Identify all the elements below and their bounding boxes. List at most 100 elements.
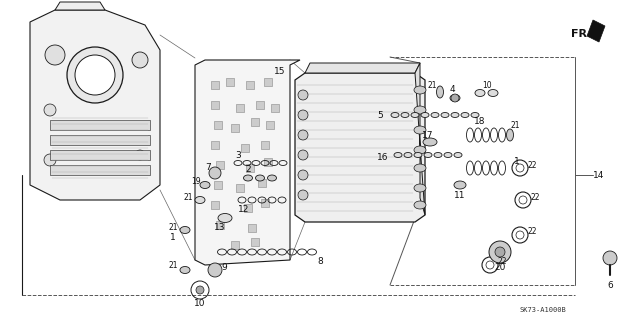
Ellipse shape bbox=[434, 152, 442, 158]
Text: FR.: FR. bbox=[571, 29, 591, 39]
Text: 2: 2 bbox=[245, 166, 251, 174]
Ellipse shape bbox=[414, 86, 426, 94]
Bar bbox=[241, 144, 249, 152]
Ellipse shape bbox=[268, 175, 276, 181]
Text: 5: 5 bbox=[377, 110, 383, 120]
Ellipse shape bbox=[195, 197, 205, 204]
Text: 14: 14 bbox=[593, 170, 605, 180]
Circle shape bbox=[298, 110, 308, 120]
Text: 22: 22 bbox=[531, 192, 540, 202]
Text: 7: 7 bbox=[205, 162, 211, 172]
Text: 16: 16 bbox=[377, 152, 388, 161]
Ellipse shape bbox=[488, 90, 498, 97]
Bar bbox=[266, 121, 274, 129]
Ellipse shape bbox=[411, 113, 419, 117]
Ellipse shape bbox=[471, 113, 479, 117]
Text: 21: 21 bbox=[183, 194, 193, 203]
Ellipse shape bbox=[255, 175, 264, 181]
Bar bbox=[50, 135, 150, 145]
Ellipse shape bbox=[444, 152, 452, 158]
Polygon shape bbox=[55, 2, 105, 10]
Ellipse shape bbox=[414, 184, 426, 192]
Text: 17: 17 bbox=[422, 130, 434, 139]
Text: 1: 1 bbox=[514, 158, 520, 167]
Text: 21: 21 bbox=[428, 80, 436, 90]
Text: 21: 21 bbox=[168, 222, 178, 232]
Circle shape bbox=[132, 52, 148, 68]
Bar bbox=[271, 104, 279, 112]
Circle shape bbox=[196, 286, 204, 294]
Text: 4: 4 bbox=[449, 85, 455, 94]
Ellipse shape bbox=[451, 113, 459, 117]
Bar bbox=[211, 141, 219, 149]
Ellipse shape bbox=[441, 113, 449, 117]
Circle shape bbox=[603, 251, 617, 265]
Circle shape bbox=[45, 45, 65, 65]
Bar bbox=[261, 141, 269, 149]
Ellipse shape bbox=[243, 175, 253, 181]
Text: 3: 3 bbox=[235, 151, 241, 160]
Text: 9: 9 bbox=[221, 263, 227, 272]
Circle shape bbox=[44, 104, 56, 116]
Text: 21: 21 bbox=[510, 121, 520, 130]
Bar bbox=[251, 238, 259, 246]
Bar bbox=[251, 118, 259, 126]
Circle shape bbox=[208, 263, 222, 277]
Polygon shape bbox=[30, 10, 160, 200]
Circle shape bbox=[298, 170, 308, 180]
Circle shape bbox=[495, 247, 505, 257]
Text: SK73-A1000B: SK73-A1000B bbox=[520, 307, 567, 313]
Text: 22: 22 bbox=[527, 160, 537, 169]
Bar bbox=[264, 78, 272, 86]
Ellipse shape bbox=[414, 106, 426, 114]
Ellipse shape bbox=[454, 181, 466, 189]
Text: 11: 11 bbox=[454, 190, 466, 199]
Ellipse shape bbox=[431, 113, 439, 117]
Text: 21: 21 bbox=[168, 261, 178, 270]
Bar bbox=[226, 78, 234, 86]
Text: 15: 15 bbox=[275, 68, 285, 77]
Ellipse shape bbox=[423, 138, 437, 146]
Text: 8: 8 bbox=[317, 257, 323, 266]
Text: 22: 22 bbox=[497, 257, 507, 266]
Bar bbox=[216, 161, 224, 169]
Ellipse shape bbox=[391, 113, 399, 117]
Ellipse shape bbox=[436, 86, 444, 98]
Ellipse shape bbox=[454, 152, 462, 158]
Text: 20: 20 bbox=[494, 263, 506, 272]
Bar bbox=[231, 241, 239, 249]
Bar bbox=[50, 120, 150, 130]
Text: 10: 10 bbox=[482, 80, 492, 90]
Bar bbox=[50, 150, 150, 160]
Ellipse shape bbox=[218, 213, 232, 222]
Polygon shape bbox=[195, 60, 300, 265]
Bar bbox=[264, 158, 272, 166]
Bar bbox=[211, 81, 219, 89]
Bar bbox=[261, 199, 269, 207]
Circle shape bbox=[298, 190, 308, 200]
Bar bbox=[256, 101, 264, 109]
Ellipse shape bbox=[180, 226, 190, 234]
Ellipse shape bbox=[394, 152, 402, 158]
Bar bbox=[216, 221, 224, 229]
Bar bbox=[244, 204, 252, 212]
Ellipse shape bbox=[414, 201, 426, 209]
Ellipse shape bbox=[450, 94, 460, 101]
Bar bbox=[214, 121, 222, 129]
Ellipse shape bbox=[461, 113, 469, 117]
Ellipse shape bbox=[424, 152, 432, 158]
Circle shape bbox=[489, 241, 511, 263]
Circle shape bbox=[298, 150, 308, 160]
Ellipse shape bbox=[414, 152, 422, 158]
Text: 19: 19 bbox=[191, 177, 201, 187]
Ellipse shape bbox=[421, 113, 429, 117]
Circle shape bbox=[298, 90, 308, 100]
Bar bbox=[258, 179, 266, 187]
Bar bbox=[211, 201, 219, 209]
Ellipse shape bbox=[506, 129, 513, 141]
Ellipse shape bbox=[200, 182, 210, 189]
Circle shape bbox=[67, 47, 123, 103]
Ellipse shape bbox=[404, 152, 412, 158]
Text: 1: 1 bbox=[170, 233, 176, 241]
Ellipse shape bbox=[401, 113, 409, 117]
